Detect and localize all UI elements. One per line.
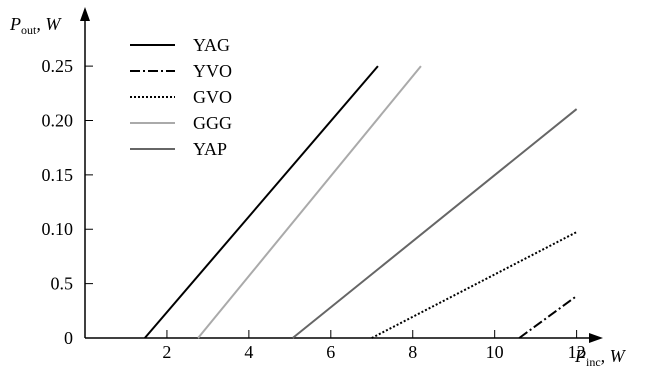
y-axis-arrow [80,7,90,21]
series-line [197,65,422,339]
y-tick-label: 0.5 [51,274,74,294]
x-tick-label: 12 [568,342,586,362]
series-line [292,108,578,339]
y-tick-label: 0 [64,328,73,348]
y-tick-label: 0.10 [42,219,74,239]
series-line [371,231,578,339]
x-tick-label: 2 [162,342,171,362]
y-tick-label: 0.15 [42,165,74,185]
legend-label: YAP [193,139,227,159]
x-tick-label: 6 [326,342,335,362]
y-tick-label: 0.20 [42,110,74,130]
x-tick-label: 10 [486,342,504,362]
y-tick-label: 0.25 [42,56,74,76]
x-tick-label: 8 [408,342,417,362]
legend-label: GGG [193,113,232,133]
y-axis-label: Pout, W [9,14,62,37]
x-tick-label: 4 [244,342,253,362]
x-axis-arrow [589,333,603,343]
legend-label: YVO [193,61,232,81]
x-axis-label: Pinc, W [574,346,627,368]
series-line [144,65,379,339]
legend-label: GVO [193,87,232,107]
series-line [518,295,578,339]
legend-label: YAG [193,35,230,55]
